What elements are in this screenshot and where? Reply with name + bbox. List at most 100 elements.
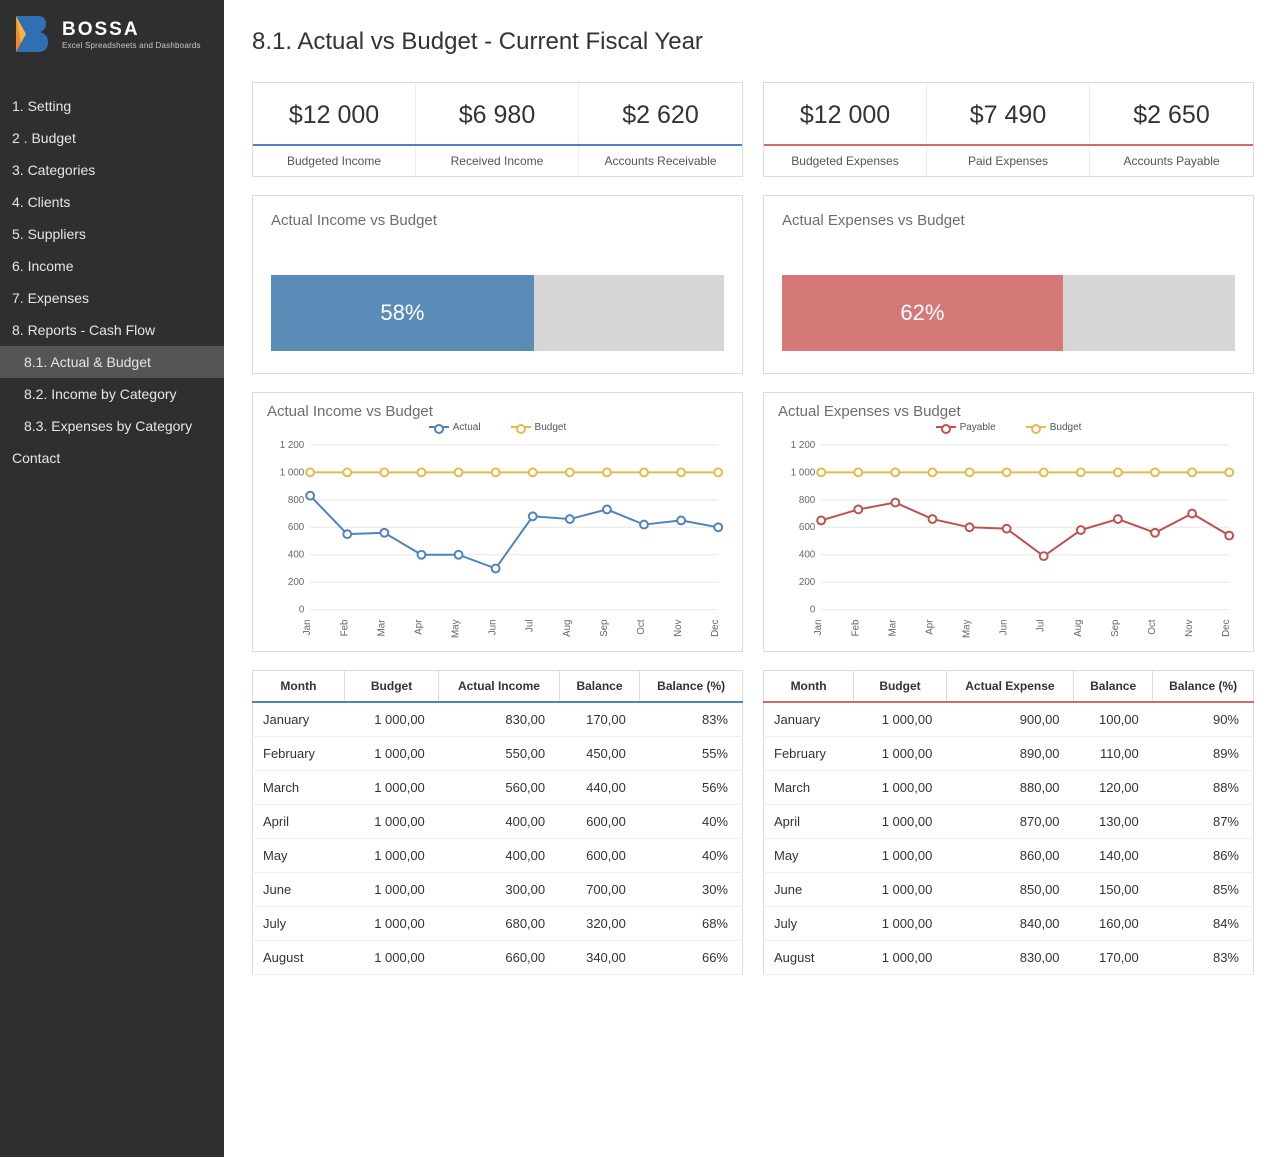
sidebar-item[interactable]: 4. Clients <box>0 186 224 218</box>
kpi-expense-group: $12 000 $7 490 $2 650 Budgeted Expenses … <box>763 82 1254 177</box>
brand-tagline: Excel Spreadsheets and Dashboards <box>62 41 201 50</box>
chart-income-panel: Actual Income vs Budget Actual Budget 02… <box>252 392 743 652</box>
legend-label: Actual <box>453 422 481 433</box>
table-header: Balance (%) <box>1153 671 1254 703</box>
table-cell: 84% <box>1153 907 1254 941</box>
svg-text:Nov: Nov <box>1184 619 1195 637</box>
sidebar-item[interactable]: 8.2. Income by Category <box>0 378 224 410</box>
progress-pct-label: 62% <box>900 300 944 326</box>
legend-label: Payable <box>960 422 996 433</box>
table-cell: January <box>764 702 854 737</box>
svg-text:Sep: Sep <box>599 619 610 637</box>
table-cell: 87% <box>1153 805 1254 839</box>
svg-text:Feb: Feb <box>850 619 861 636</box>
svg-text:400: 400 <box>288 550 305 561</box>
table-cell: 1 000,00 <box>854 805 947 839</box>
table-row: April1 000,00400,00600,0040% <box>253 805 743 839</box>
table-cell: July <box>764 907 854 941</box>
table-cell: June <box>764 873 854 907</box>
table-cell: 30% <box>640 873 743 907</box>
table-cell: March <box>253 771 345 805</box>
table-cell: August <box>764 941 854 975</box>
table-cell: 1 000,00 <box>854 873 947 907</box>
svg-text:Feb: Feb <box>339 619 350 636</box>
table-cell: 86% <box>1153 839 1254 873</box>
table-cell: March <box>764 771 854 805</box>
table-cell: January <box>253 702 345 737</box>
svg-text:Jul: Jul <box>1036 619 1047 632</box>
table-cell: 680,00 <box>439 907 559 941</box>
table-cell: 850,00 <box>946 873 1073 907</box>
table-row: July1 000,00680,00320,0068% <box>253 907 743 941</box>
table-cell: 160,00 <box>1074 907 1153 941</box>
svg-text:Jan: Jan <box>302 619 313 635</box>
svg-text:0: 0 <box>299 605 305 616</box>
sidebar-item[interactable]: 8.3. Expenses by Category <box>0 410 224 442</box>
sidebar-item[interactable]: 1. Setting <box>0 90 224 122</box>
kpi-label: Received Income <box>416 146 579 176</box>
table-row: May1 000,00860,00140,0086% <box>764 839 1254 873</box>
table-cell: 560,00 <box>439 771 559 805</box>
table-cell: 1 000,00 <box>344 771 438 805</box>
table-cell: 1 000,00 <box>344 839 438 873</box>
table-header: Budget <box>344 671 438 703</box>
svg-text:Mar: Mar <box>887 619 898 637</box>
table-header: Balance <box>1074 671 1153 703</box>
sidebar-item[interactable]: 3. Categories <box>0 154 224 186</box>
table-cell: 1 000,00 <box>344 805 438 839</box>
kpi-accounts-payable: $2 650 <box>1090 83 1253 144</box>
table-cell: May <box>253 839 345 873</box>
page-title: 8.1. Actual vs Budget - Current Fiscal Y… <box>252 28 1254 56</box>
table-cell: 880,00 <box>946 771 1073 805</box>
progress-fill-income: 58% <box>271 275 534 351</box>
progress-track: 58% <box>271 275 724 351</box>
table-row: January1 000,00900,00100,0090% <box>764 702 1254 737</box>
table-row: March1 000,00880,00120,0088% <box>764 771 1254 805</box>
table-cell: 150,00 <box>1074 873 1153 907</box>
table-header: Balance (%) <box>640 671 743 703</box>
progress-track: 62% <box>782 275 1235 351</box>
table-cell: 400,00 <box>439 805 559 839</box>
legend-swatch-payable-icon <box>936 426 956 428</box>
svg-text:Apr: Apr <box>924 619 935 635</box>
table-cell: 66% <box>640 941 743 975</box>
kpi-paid-expenses: $7 490 <box>927 83 1090 144</box>
svg-text:1 000: 1 000 <box>280 467 305 478</box>
table-cell: 340,00 <box>559 941 640 975</box>
svg-text:1 000: 1 000 <box>791 467 816 478</box>
table-header: Month <box>253 671 345 703</box>
table-cell: 40% <box>640 839 743 873</box>
sidebar-item[interactable]: 8. Reports - Cash Flow <box>0 314 224 346</box>
sidebar-item[interactable]: Contact <box>0 442 224 474</box>
table-row: March1 000,00560,00440,0056% <box>253 771 743 805</box>
progress-fill-expense: 62% <box>782 275 1063 351</box>
sidebar-item[interactable]: 5. Suppliers <box>0 218 224 250</box>
table-row: April1 000,00870,00130,0087% <box>764 805 1254 839</box>
table-cell: 68% <box>640 907 743 941</box>
svg-text:0: 0 <box>810 605 816 616</box>
sidebar-item[interactable]: 6. Income <box>0 250 224 282</box>
table-header: Actual Income <box>439 671 559 703</box>
sidebar-item[interactable]: 2 . Budget <box>0 122 224 154</box>
table-row: February1 000,00550,00450,0055% <box>253 737 743 771</box>
table-cell: 600,00 <box>559 839 640 873</box>
table-cell: 600,00 <box>559 805 640 839</box>
table-cell: 83% <box>1153 941 1254 975</box>
logo-icon <box>12 14 52 54</box>
kpi-budgeted-expenses: $12 000 <box>764 83 927 144</box>
sidebar-item[interactable]: 8.1. Actual & Budget <box>0 346 224 378</box>
brand-name: BOSSA <box>62 19 201 41</box>
table-cell: February <box>764 737 854 771</box>
table-cell: February <box>253 737 345 771</box>
table-row: February1 000,00890,00110,0089% <box>764 737 1254 771</box>
table-cell: 1 000,00 <box>344 873 438 907</box>
kpi-income-group: $12 000 $6 980 $2 620 Budgeted Income Re… <box>252 82 743 177</box>
svg-text:1 200: 1 200 <box>791 440 816 451</box>
svg-text:Jun: Jun <box>488 619 499 635</box>
table-cell: 440,00 <box>559 771 640 805</box>
table-header: Actual Expense <box>946 671 1073 703</box>
table-row: August1 000,00830,00170,0083% <box>764 941 1254 975</box>
sidebar-item[interactable]: 7. Expenses <box>0 282 224 314</box>
legend-swatch-budget-icon <box>1026 426 1046 428</box>
chart-legend: Actual Budget <box>267 422 728 433</box>
